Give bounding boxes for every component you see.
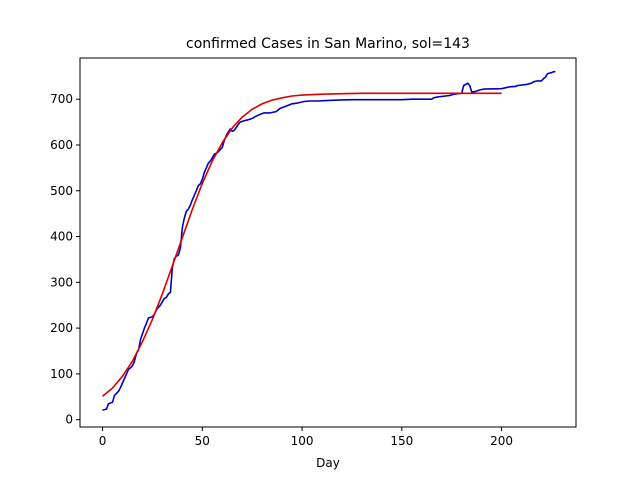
y-tick-label: 600 — [50, 138, 73, 152]
x-tick-label: 200 — [490, 434, 513, 448]
x-tick-label: 100 — [291, 434, 314, 448]
x-tick-label: 50 — [195, 434, 210, 448]
plot-area — [101, 70, 556, 411]
y-tick-label: 100 — [50, 367, 73, 381]
y-tick-label: 700 — [50, 92, 73, 106]
x-axis: 0 50 100 150 200 — [99, 427, 513, 448]
y-tick-label: 0 — [65, 413, 73, 427]
series-line-fit — [101, 92, 502, 397]
series-line-confirmed — [102, 70, 556, 411]
x-tick-label: 0 — [99, 434, 107, 448]
y-tick-label: 400 — [50, 230, 73, 244]
x-axis-label: Day — [316, 456, 340, 470]
chart-title: confirmed Cases in San Marino, sol=143 — [186, 36, 470, 52]
axes-frame — [79, 57, 577, 428]
y-tick-label: 200 — [50, 321, 73, 335]
y-tick-label: 500 — [50, 184, 73, 198]
y-tick-label: 300 — [50, 275, 73, 289]
y-axis: 0 100 200 300 400 500 600 700 — [50, 92, 80, 427]
x-tick-label: 150 — [390, 434, 413, 448]
